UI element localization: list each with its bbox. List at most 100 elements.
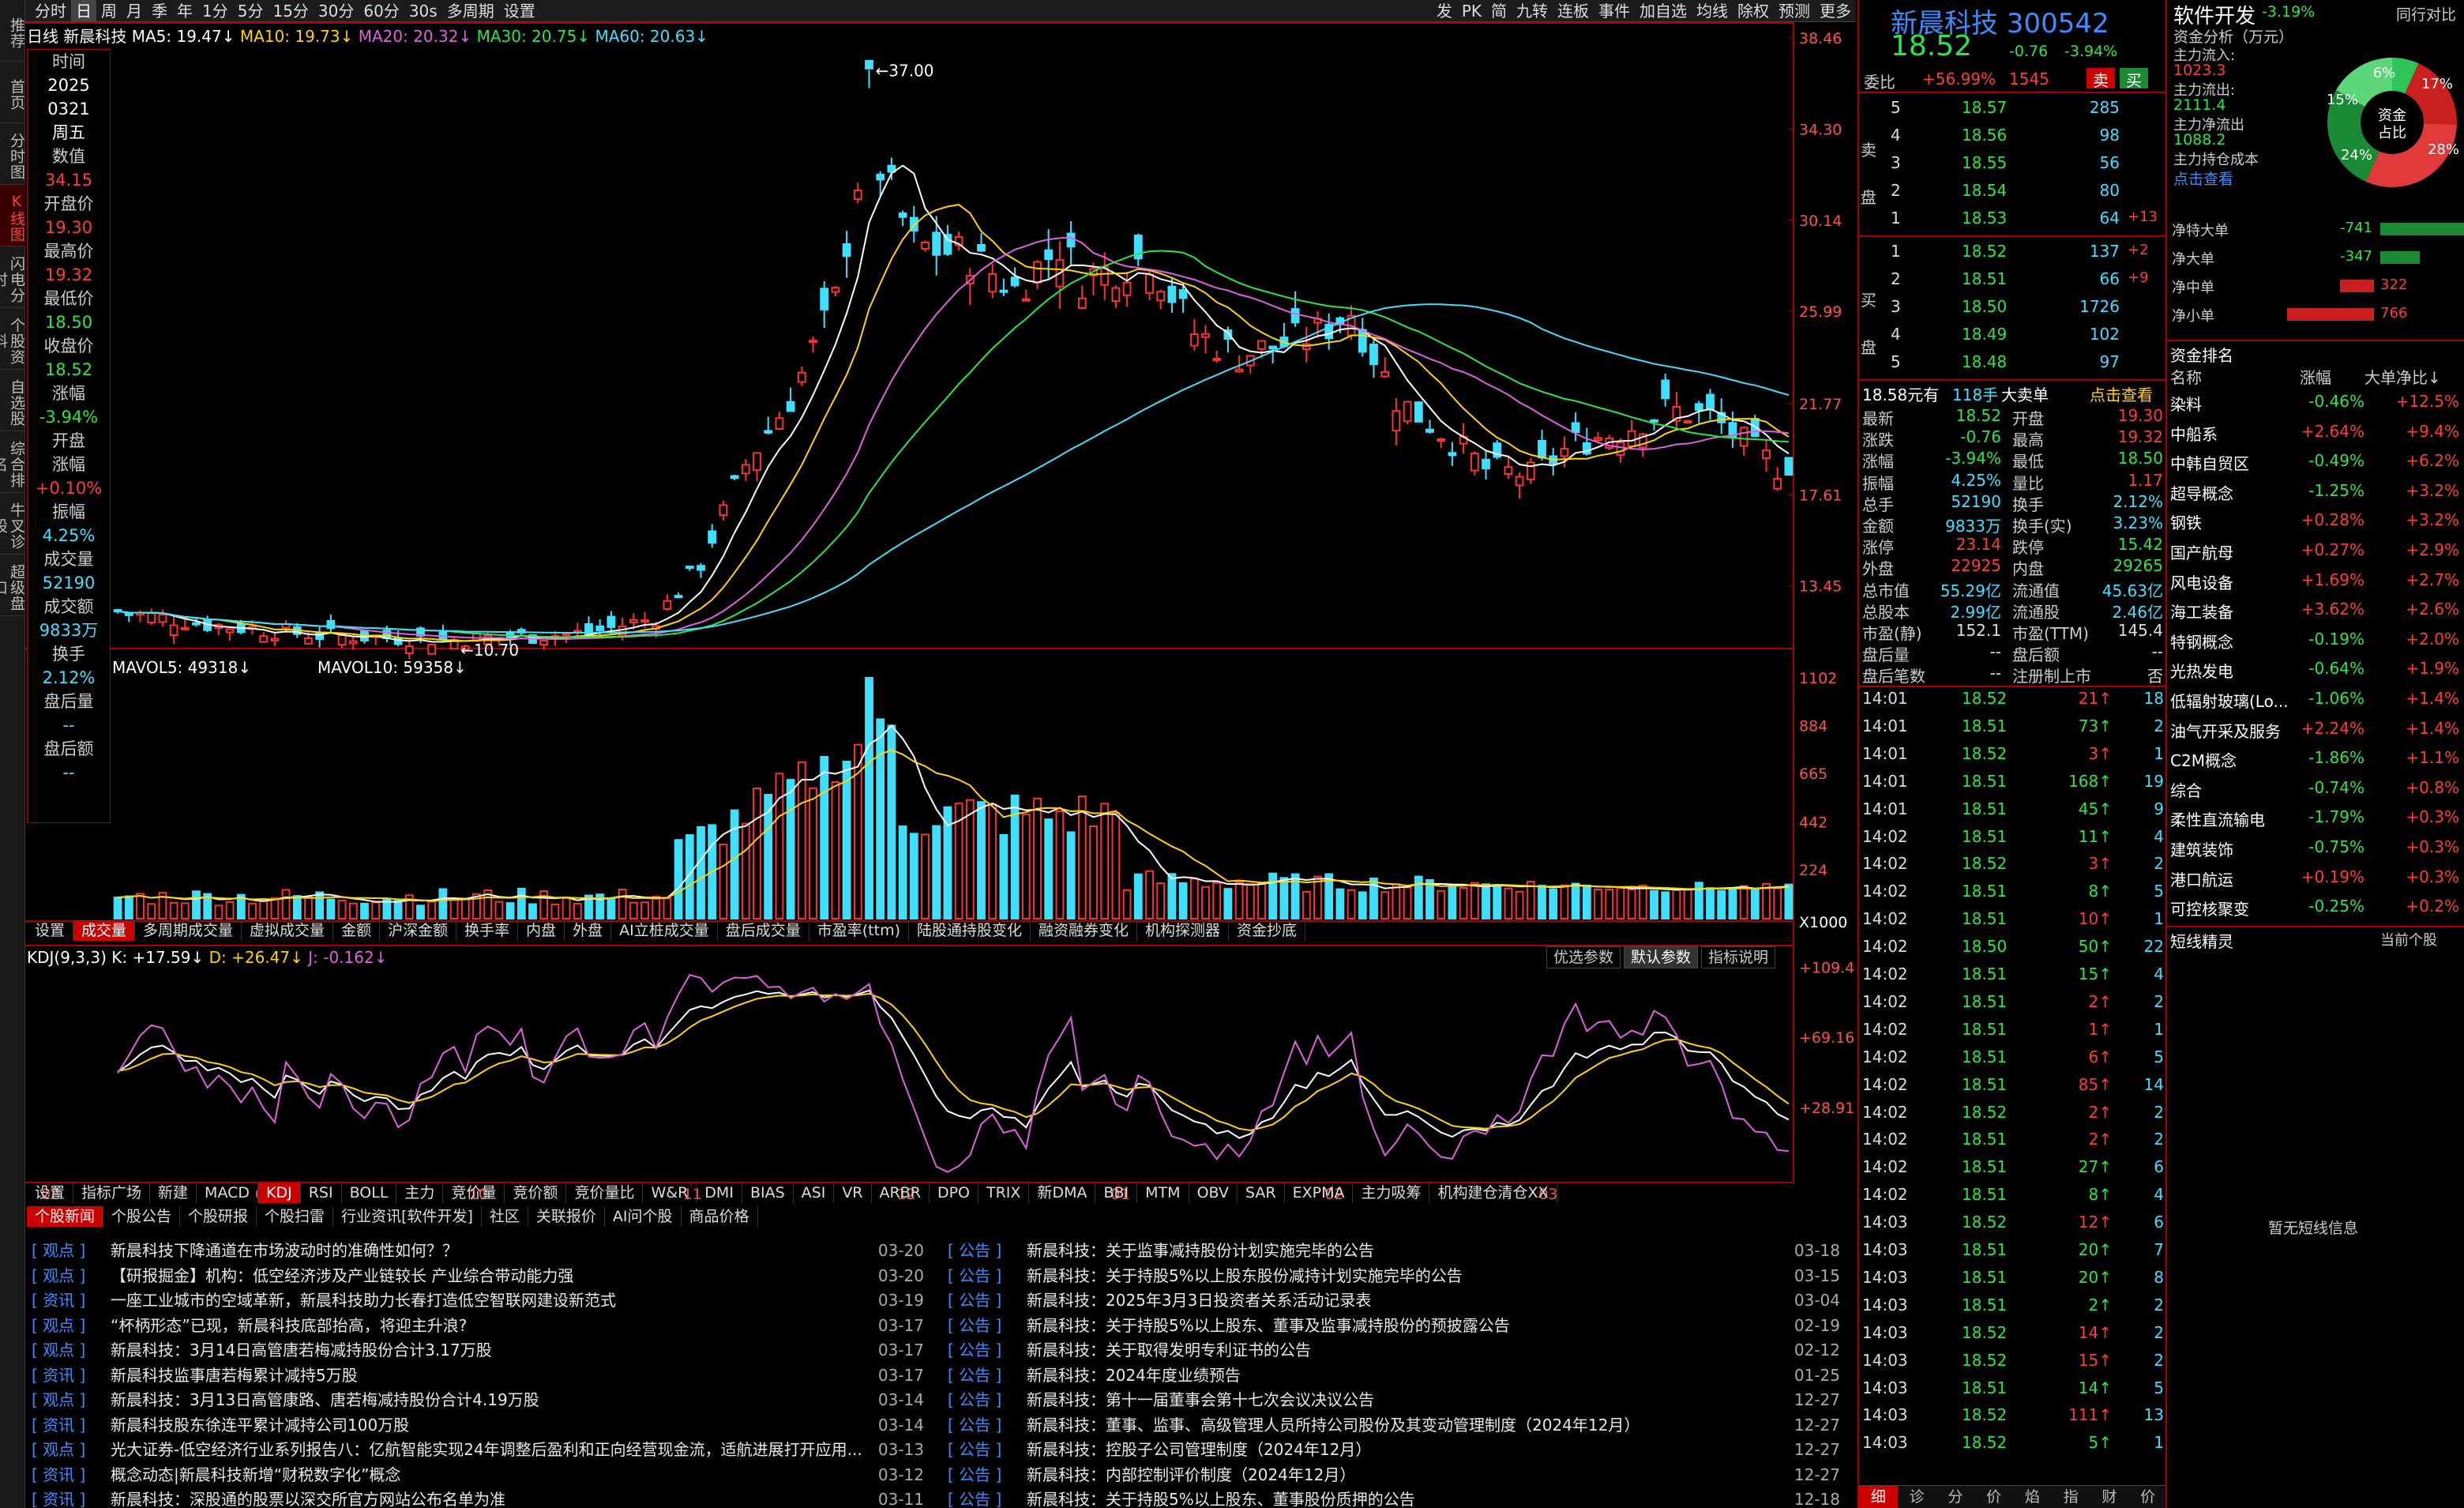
vtab-item[interactable]: 超级盘口: [0, 555, 25, 616]
toolbar-button[interactable]: 简: [1491, 2, 1507, 21]
peer-compare[interactable]: 同行对比: [2396, 6, 2457, 24]
news-row[interactable]: [ 观点 ] 新晨科技下降通道在市场波动时的准确性如何？？ 03-20: [32, 1239, 924, 1264]
news-row[interactable]: [ 资讯 ] 概念动态|新晨科技新增“财税数字化”概念 03-12: [32, 1463, 924, 1488]
tab[interactable]: 个股公告: [103, 1206, 181, 1227]
news-row[interactable]: [ 资讯 ] 一座工业城市的空域革新，新晨科技助力长春打造低空智联网建设新范式 03…: [32, 1288, 924, 1314]
news-row[interactable]: [ 观点 ] 光大证券-低空经济行业系列报告八：亿航智能实现24年调整后盈利和正向…: [32, 1438, 924, 1463]
rank-row[interactable]: 海工装备 +3.62% +2.6%: [2167, 600, 2464, 626]
tab[interactable]: EXPMA: [1285, 1183, 1354, 1203]
quote-tab[interactable]: 细: [1859, 1486, 1898, 1508]
news-row[interactable]: [ 公告 ] 新晨科技：关于持股5%以上股东、董事股份质押的公告 12-18: [948, 1487, 1840, 1508]
rank-row[interactable]: C2M概念 -1.86% +1.1%: [2167, 748, 2464, 775]
tab[interactable]: W&R: [643, 1183, 697, 1203]
vtab-item[interactable]: 分时图: [0, 123, 25, 185]
tab[interactable]: 主力吸筹: [1353, 1183, 1430, 1203]
tab[interactable]: 行业资讯[软件开发]: [333, 1206, 482, 1227]
toolbar-button[interactable]: 均线: [1696, 2, 1728, 21]
rank-row[interactable]: 光热发电 -0.64% +1.9%: [2167, 659, 2464, 686]
toolbar-period[interactable]: 60分: [363, 2, 400, 21]
news-row[interactable]: [ 公告 ] 新晨科技：关于取得发明专利证书的公告 02-12: [948, 1338, 1840, 1363]
rank-row[interactable]: 风电设备 +1.69% +2.7%: [2167, 570, 2464, 597]
toolbar-button[interactable]: 更多: [1820, 2, 1851, 21]
news-row[interactable]: [ 观点 ] 新晨科技：3月14日高管唐若梅减持股份合计3.17万股 03-17: [32, 1338, 924, 1363]
tab[interactable]: 盘后成交量: [718, 920, 809, 941]
vtab-item[interactable]: 个股资料: [0, 308, 25, 370]
tab[interactable]: DPO: [930, 1183, 978, 1203]
cost-link[interactable]: 点击查看: [2173, 171, 2234, 188]
rank-row[interactable]: 钢铁 +0.28% +3.2%: [2167, 510, 2464, 537]
toolbar-period[interactable]: 季: [152, 2, 167, 21]
tab[interactable]: KDJ: [258, 1183, 301, 1203]
kdj-param-button[interactable]: 优选参数: [1546, 946, 1621, 968]
news-row[interactable]: [ 公告 ] 新晨科技：2025年3月3日投资者关系活动记录表 03-04: [948, 1288, 1840, 1314]
rank-row[interactable]: 染料 -0.46% +12.5%: [2167, 392, 2464, 419]
toolbar-period[interactable]: 5分: [237, 2, 264, 21]
toolbar-period[interactable]: 设置: [503, 2, 535, 21]
tab[interactable]: AI立桩成交量: [611, 920, 718, 941]
tab[interactable]: 关联报价: [528, 1206, 605, 1227]
rank-row[interactable]: 超导概念 -1.25% +3.2%: [2167, 481, 2464, 508]
tab[interactable]: 资金抄底: [1229, 920, 1306, 941]
kdj-param-button[interactable]: 默认参数: [1624, 946, 1699, 968]
tab[interactable]: 外盘: [565, 920, 612, 941]
tab[interactable]: OBV: [1189, 1183, 1238, 1203]
tab[interactable]: BOLL: [342, 1183, 397, 1203]
kline-chart[interactable]: 38.46 34.30 30.14 25.99 21.77 17.61 13.45 ←37.0…: [25, 22, 1856, 1207]
quote-tab[interactable]: 诊: [1909, 1488, 1925, 1506]
toolbar-period[interactable]: 1分: [202, 2, 228, 21]
rank-row[interactable]: 柔性直流输电 -1.79% +0.3%: [2167, 807, 2464, 834]
tab[interactable]: BIAS: [742, 1183, 794, 1203]
tab[interactable]: AI问个股: [605, 1206, 682, 1227]
vtab-item[interactable]: 综合排名: [0, 431, 25, 493]
news-row[interactable]: [ 资讯 ] 新晨科技股东徐连平累计减持公司100万股 03-14: [32, 1413, 924, 1438]
rank-row[interactable]: 建筑装饰 -0.75% +0.3%: [2167, 837, 2464, 864]
tab[interactable]: BBI: [1095, 1183, 1138, 1203]
tab[interactable]: 竞价量比: [566, 1183, 644, 1203]
quote-tab[interactable]: 价: [1986, 1488, 2002, 1506]
news-row[interactable]: [ 公告 ] 新晨科技：关于持股5%以上股东股份减持计划实施完毕的公告 03-15: [948, 1264, 1840, 1289]
news-row[interactable]: [ 观点 ] 新晨科技：3月13日高管康路、唐若梅减持股份合计4.19万股 03-1…: [32, 1388, 924, 1413]
quote-tab[interactable]: 财: [2102, 1488, 2117, 1506]
toolbar-button[interactable]: 九转: [1516, 2, 1548, 21]
news-row[interactable]: [ 观点 ] 【研报掘金】机构：低空经济涉及产业链较长 产业综合带动能力强 03-2…: [32, 1264, 924, 1289]
tab[interactable]: 新建: [150, 1183, 197, 1203]
toolbar-period[interactable]: 多周期: [446, 2, 494, 21]
rank-row[interactable]: 国产航母 +0.27% +2.9%: [2167, 540, 2464, 567]
tab[interactable]: ASI: [794, 1183, 835, 1203]
tab[interactable]: 机构建仓清仓XX: [1429, 1183, 1557, 1203]
rank-row[interactable]: 可控核聚变 -0.25% +0.2%: [2167, 897, 2464, 923]
rank-row[interactable]: 特钢概念 -0.19% +2.0%: [2167, 630, 2464, 656]
tab[interactable]: 金额: [333, 920, 381, 941]
news-row[interactable]: [ 公告 ] 新晨科技：2024年度业绩预告 01-25: [948, 1363, 1840, 1389]
vtab-item[interactable]: K线图: [0, 185, 25, 246]
rank-row[interactable]: 综合 -0.74% +0.8%: [2167, 778, 2464, 805]
tab[interactable]: 竞价量: [443, 1183, 505, 1203]
news-row[interactable]: [ 公告 ] 新晨科技：第十一届董事会第十七次会议决议公告 12-27: [948, 1388, 1840, 1413]
vtab-item[interactable]: 首页: [0, 62, 25, 123]
buy-button[interactable]: 买: [2120, 68, 2148, 90]
tab[interactable]: 社区: [482, 1206, 528, 1227]
tab[interactable]: MTM: [1137, 1183, 1189, 1203]
vtab-item[interactable]: 推荐: [0, 0, 25, 62]
tab[interactable]: 竞价额: [505, 1183, 567, 1203]
short-filter[interactable]: 当前个股: [2380, 932, 2437, 949]
tab[interactable]: 虚拟成交量: [242, 920, 334, 941]
news-row[interactable]: [ 观点 ] “杯柄形态”已现，新晨科技底部抬高，将迎主升浪? 03-17: [32, 1314, 924, 1339]
rank-row[interactable]: 港口航运 +0.19% +0.3%: [2167, 867, 2464, 894]
tab[interactable]: 设置: [27, 920, 74, 941]
vtab-item[interactable]: 自选股: [0, 370, 25, 431]
tab[interactable]: 个股研报: [180, 1206, 257, 1227]
tab[interactable]: 市盈率(ttm): [809, 920, 909, 941]
rank-row[interactable]: 低辐射玻璃(Lo... -1.06% +1.4%: [2167, 689, 2464, 716]
tab[interactable]: 换手率: [456, 920, 519, 941]
tab[interactable]: 指标广场: [73, 1183, 151, 1203]
toolbar-button[interactable]: 预测: [1779, 2, 1810, 21]
tab[interactable]: 主力: [396, 1183, 444, 1203]
news-row[interactable]: [ 公告 ] 新晨科技：关于监事减持股份计划实施完毕的公告 03-18: [948, 1239, 1840, 1264]
toolbar-button[interactable]: 连板: [1557, 2, 1589, 21]
quote-tab[interactable]: 价: [2140, 1488, 2156, 1506]
news-row[interactable]: [ 公告 ] 新晨科技：关于持股5%以上股东、董事及监事减持股份的预披露公告 02-…: [948, 1314, 1840, 1339]
toolbar-button[interactable]: 除权: [1737, 2, 1769, 21]
tab[interactable]: SAR: [1238, 1183, 1285, 1203]
toolbar-button[interactable]: 事件: [1598, 2, 1630, 21]
